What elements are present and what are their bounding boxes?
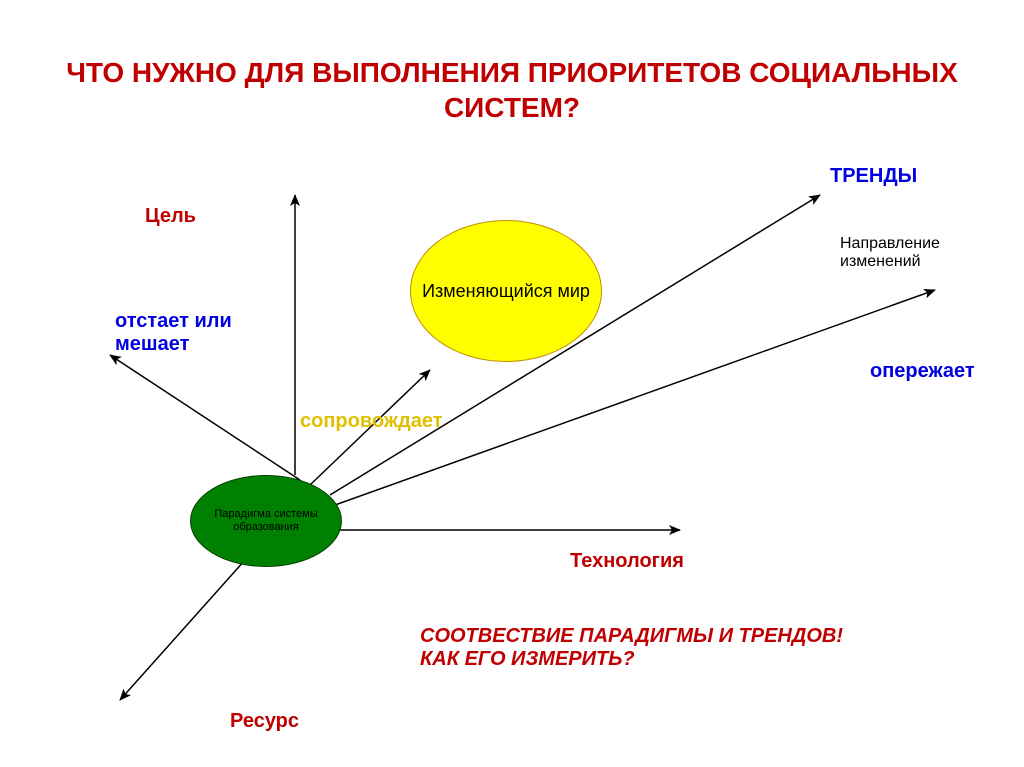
arrow-lagging (110, 355, 300, 480)
arrow-trends (330, 195, 820, 495)
diagram-stage: ЧТО НУЖНО ДЛЯ ВЫПОЛНЕНИЯ ПРИОРИТЕТОВ СОЦ… (0, 0, 1024, 767)
label-lagging: отстает или мешает (115, 310, 232, 356)
label-footer: СООТВЕСТВИЕ ПАРАДИГМЫ И ТРЕНДОВ! КАК ЕГО… (420, 625, 843, 671)
label-direction: Направление изменений (840, 235, 940, 271)
label-accompanies: сопровождает (300, 410, 443, 433)
label-technology: Технология (570, 550, 684, 573)
node-changing-world: Изменяющийся мир (410, 220, 602, 362)
label-goal: Цель (145, 205, 196, 228)
page-title: ЧТО НУЖНО ДЛЯ ВЫПОЛНЕНИЯ ПРИОРИТЕТОВ СОЦ… (0, 55, 1024, 125)
label-leading: опережает (870, 360, 975, 383)
node-paradigm: Парадигма системы образования (190, 475, 342, 567)
label-trends: ТРЕНДЫ (830, 165, 917, 188)
label-resource: Ресурс (230, 710, 299, 733)
arrow-resource (120, 560, 245, 700)
